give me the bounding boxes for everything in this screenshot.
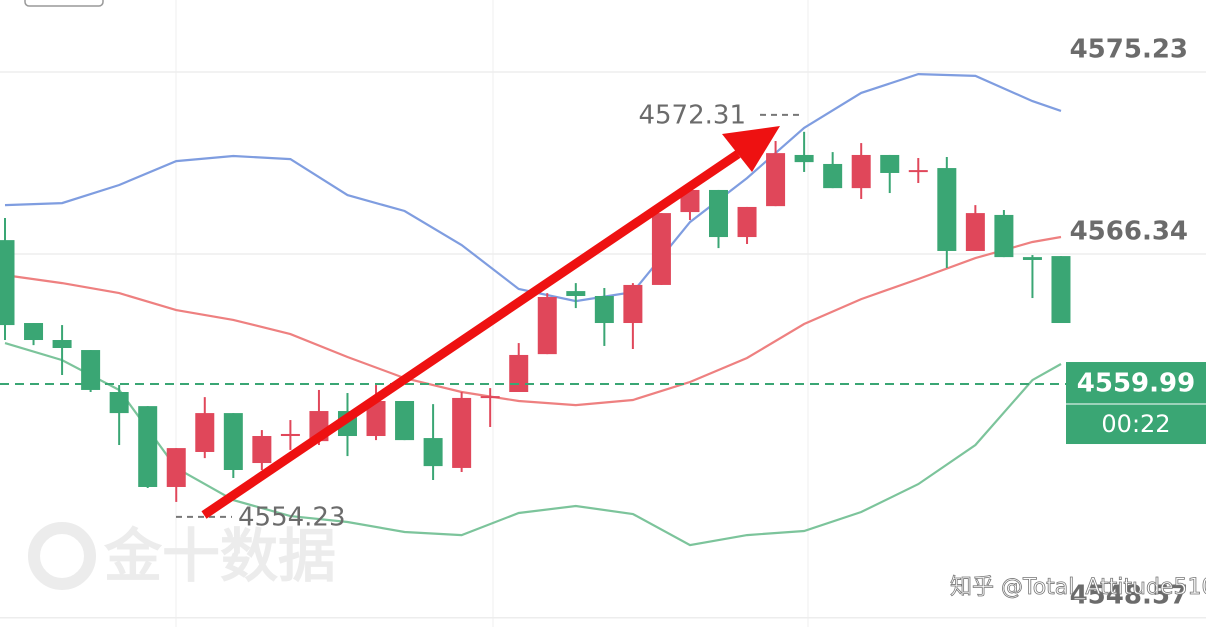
- last-price-label: 4559.99: [1077, 369, 1195, 399]
- candle: [0, 218, 15, 341]
- candle: [566, 283, 586, 309]
- candle-body: [509, 354, 529, 393]
- candle: [138, 406, 158, 489]
- candle-body: [223, 413, 243, 470]
- y-tick-label: 4566.34: [1070, 217, 1188, 247]
- candle-body: [680, 189, 700, 213]
- candle: [623, 283, 643, 350]
- candle: [1051, 256, 1071, 324]
- watermark: 金十数据: [104, 522, 336, 590]
- candle-body: [566, 291, 586, 296]
- candle-body: [1022, 257, 1042, 260]
- candle: [537, 293, 557, 355]
- candle-body: [651, 213, 671, 285]
- candle: [423, 404, 443, 481]
- candle: [994, 210, 1014, 258]
- candle-body: [166, 448, 186, 487]
- candle: [395, 401, 415, 441]
- candle: [851, 143, 871, 199]
- high-label: 4572.31: [638, 100, 746, 130]
- low-label: 4554.23: [238, 502, 346, 532]
- grid: 4575.23 4566.34 4548.57: [0, 35, 1206, 619]
- candle-body: [594, 295, 614, 324]
- candle: [794, 131, 814, 172]
- candle-body: [81, 350, 101, 390]
- candle: [651, 213, 671, 285]
- candle-body: [480, 396, 500, 399]
- candle-body: [195, 413, 215, 452]
- candle: [937, 157, 957, 268]
- candle-body: [537, 297, 557, 355]
- candle-body: [109, 392, 129, 414]
- overlay: 4559.99 00:22 4572.31 4554.23: [0, 100, 1206, 532]
- candle: [52, 325, 72, 376]
- candle-body: [965, 213, 985, 251]
- corner-button: [24, 0, 104, 7]
- candle: [252, 430, 272, 470]
- candle: [737, 206, 757, 245]
- candle-body: [937, 168, 957, 251]
- trend-arrow: [201, 126, 780, 519]
- candle: [452, 392, 472, 473]
- arrow-head: [722, 126, 780, 172]
- candle-body: [423, 438, 443, 467]
- candle-body: [52, 340, 72, 348]
- candle-body: [24, 323, 44, 341]
- candle-body: [280, 433, 300, 437]
- candle-body: [709, 189, 728, 238]
- candle: [880, 154, 900, 194]
- candle-body: [880, 154, 900, 173]
- watermark-logo: 金十数据: [28, 522, 336, 590]
- candle: [823, 152, 843, 189]
- candle-body: [252, 436, 272, 464]
- candle: [24, 323, 44, 346]
- candle-body: [452, 397, 472, 468]
- candle-body: [395, 401, 415, 441]
- candle-body: [366, 401, 386, 437]
- candle: [908, 158, 928, 184]
- candle-body: [766, 153, 786, 207]
- candle: [965, 205, 985, 251]
- candle-body: [794, 154, 814, 163]
- candle-body: [623, 284, 643, 324]
- y-tick-label: 4575.23: [1070, 35, 1188, 65]
- candle: [1022, 255, 1042, 299]
- candle-body: [851, 154, 871, 189]
- candle: [480, 388, 500, 428]
- candle: [594, 288, 614, 346]
- band-line: [4, 342, 1062, 547]
- candle: [195, 397, 215, 459]
- candle: [109, 385, 129, 446]
- candle: [223, 413, 243, 478]
- candle-body: [737, 206, 757, 238]
- candles: [0, 131, 1071, 502]
- candle: [166, 448, 186, 502]
- candle: [280, 420, 300, 450]
- candle-body: [0, 240, 15, 326]
- credit: 知乎 @Total_Attitude5109: [950, 575, 1206, 600]
- band-line: [4, 72, 1062, 303]
- candle-body: [908, 170, 928, 173]
- bands: [4, 72, 1062, 547]
- candle: [766, 141, 786, 207]
- candle: [81, 350, 101, 393]
- countdown: 00:22: [1101, 410, 1170, 438]
- candle-body: [994, 214, 1014, 258]
- candle-body: [138, 406, 158, 487]
- last-price-box: [1066, 362, 1206, 445]
- candle-body: [1051, 256, 1071, 324]
- candle: [680, 189, 700, 221]
- candle-body: [823, 163, 843, 189]
- y-tick-label: 4548.57: [1070, 580, 1188, 610]
- arrow-shaft: [201, 150, 741, 519]
- band-line: [4, 235, 1062, 407]
- candle: [709, 189, 728, 249]
